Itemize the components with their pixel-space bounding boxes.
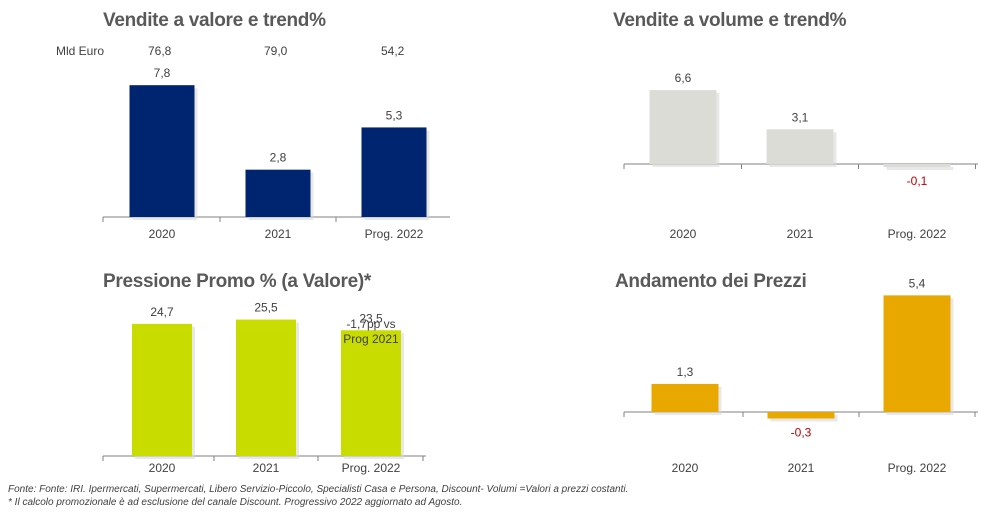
data-label: 5,4 (909, 276, 926, 290)
category-label: Prog. 2022 (888, 227, 947, 241)
data-label: 7,8 (154, 66, 171, 80)
category-label: 2020 (149, 227, 176, 241)
footnote-promo-note: * Il calcolo promozionale è ad esclusion… (8, 497, 463, 508)
data-label: 6,6 (675, 71, 692, 85)
bar-2021 (767, 412, 835, 419)
data-label: 1,3 (677, 365, 694, 379)
data-label: 25,5 (254, 301, 278, 315)
bar-prog-2022 (883, 164, 951, 167)
footnote-source: Fonte: Fonte: IRI. Ipermercati, Supermer… (8, 484, 629, 495)
bar-2021 (236, 319, 296, 456)
header-label-mld-euro: Mld Euro (56, 44, 105, 58)
bar-shadow (886, 167, 954, 170)
data-label: 3,1 (792, 110, 809, 124)
category-label: Prog. 2022 (365, 227, 424, 241)
category-label: 2020 (149, 461, 176, 475)
category-label: Prog. 2022 (888, 461, 947, 475)
category-label: Prog. 2022 (342, 461, 401, 475)
data-label: 5,3 (386, 108, 403, 122)
annotation-text: -1,7pp vs (346, 317, 395, 331)
chart-title-vendite-volume: Vendite a volume e trend% (613, 10, 847, 31)
category-label: 2020 (672, 461, 699, 475)
bar-2020 (132, 323, 192, 456)
chart-title-pressione-promo: Pressione Promo % (a Valore)* (103, 271, 371, 292)
bar-2021 (245, 169, 311, 217)
category-label: 2021 (265, 227, 292, 241)
data-label: -0,3 (791, 425, 812, 439)
header-value-2020: 76,8 (148, 44, 172, 58)
header-value-2022: 54,2 (381, 44, 405, 58)
category-label: 2020 (670, 227, 697, 241)
chart-title-vendite-valore: Vendite a valore e trend% (103, 10, 326, 31)
bar-prog-2022 (883, 295, 951, 412)
data-label: -0,1 (907, 174, 928, 188)
chart-title-andamento-prezzi: Andamento dei Prezzi (615, 271, 807, 292)
data-label: 2,8 (270, 151, 287, 165)
bar-2021 (766, 129, 834, 164)
annotation-text: Prog 2021 (343, 332, 399, 346)
bar-prog-2022 (361, 127, 427, 217)
category-label: 2021 (788, 461, 815, 475)
category-label: 2021 (253, 461, 280, 475)
bar-2020 (649, 90, 717, 164)
bar-2020 (651, 383, 719, 412)
header-value-2021: 79,0 (264, 44, 288, 58)
data-label: 23,5 (359, 311, 383, 325)
bar-2020 (129, 85, 195, 218)
bar-prog-2022 (341, 330, 401, 456)
category-label: 2021 (787, 227, 814, 241)
data-label: 24,7 (150, 305, 174, 319)
